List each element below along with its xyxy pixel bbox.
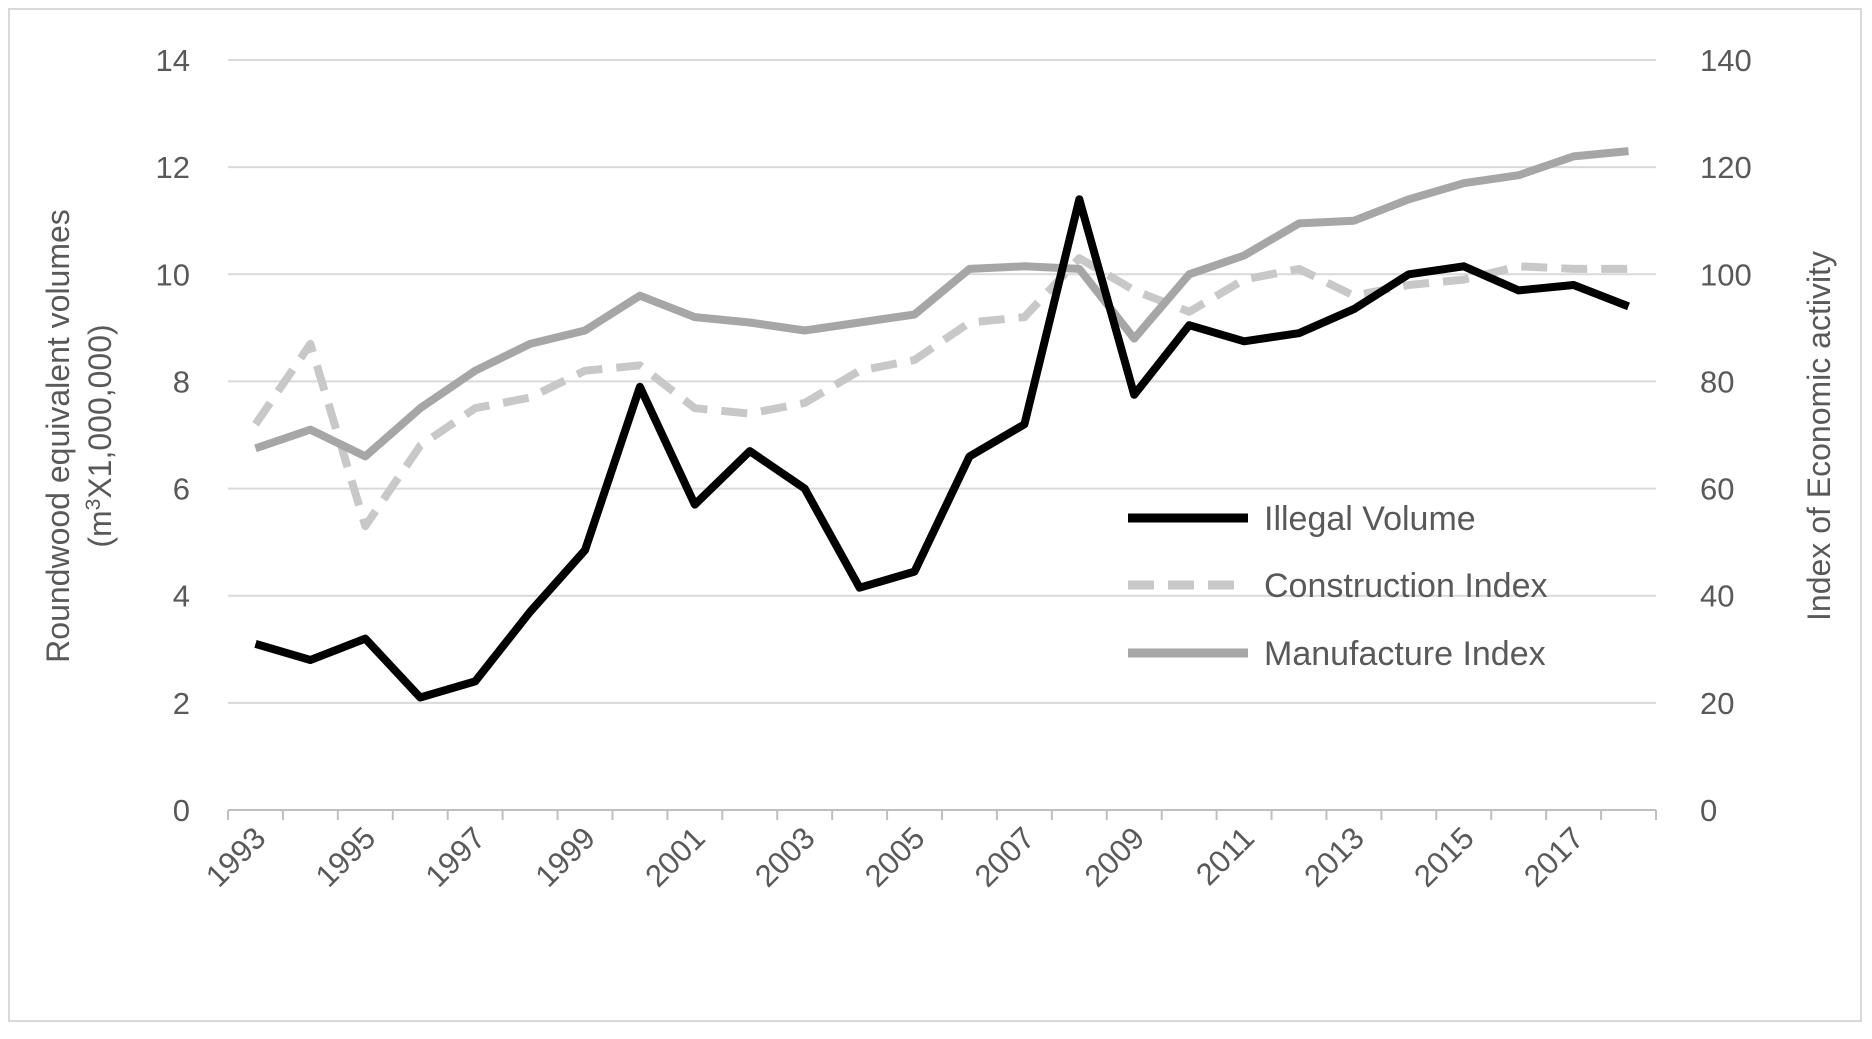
right-y-tick-100: 100 (1700, 257, 1752, 292)
x-tick-labels: 1993 1995 1997 1999 2001 2003 2005 2007 2009 2011… (199, 820, 1591, 894)
x-tick-label-1993: 1993 (199, 820, 273, 894)
x-tick-label-2003: 2003 (748, 820, 822, 894)
gridlines (228, 59, 1656, 704)
legend-label-construction-index: Construction Index (1264, 567, 1548, 605)
x-tick-label-1997: 1997 (419, 820, 493, 894)
x-tick-label-1999: 1999 (528, 820, 602, 894)
legend-label-manufacture-index: Manufacture Index (1264, 635, 1546, 673)
series-line-manufacture-index (254, 147, 1629, 461)
x-tick-label-2007: 2007 (968, 820, 1042, 894)
left-axis-title-line1: Roundwood equivalent volumes (40, 209, 76, 663)
right-y-tick-20: 20 (1700, 686, 1734, 721)
series-line-illegal-volume (254, 195, 1630, 702)
legend-label-illegal-volume: Illegal Volume (1264, 500, 1476, 538)
right-y-tick-140: 140 (1700, 43, 1752, 78)
x-tick-label-2009: 2009 (1078, 820, 1152, 894)
legend: Illegal Volume Construction Index Manufa… (1128, 500, 1548, 673)
x-tick-label-2017: 2017 (1517, 820, 1591, 894)
axes (227, 809, 1657, 820)
right-y-tick-80: 80 (1700, 364, 1734, 399)
left-y-tick-2: 2 (173, 686, 190, 721)
right-y-tick-120: 120 (1700, 150, 1752, 185)
right-y-tick-60: 60 (1700, 472, 1734, 507)
left-axis-title-line2: (m3X1,000,000) (82, 324, 119, 547)
x-tick-label-2001: 2001 (638, 820, 712, 894)
series-line-construction-index (252, 254, 1629, 531)
right-axis-title: Index of Economic activity (1801, 251, 1837, 621)
right-y-tick-0: 0 (1700, 793, 1717, 828)
left-y-tick-labels: 0 2 4 6 8 10 12 14 (156, 43, 190, 828)
left-axis-title-superscript: 3 (82, 499, 105, 511)
right-y-tick-labels: 0 20 40 60 80 100 120 140 (1700, 43, 1752, 828)
left-y-tick-10: 10 (156, 257, 190, 292)
left-y-tick-14: 14 (156, 43, 190, 78)
left-y-tick-6: 6 (173, 472, 190, 507)
left-y-tick-12: 12 (156, 150, 190, 185)
left-y-tick-8: 8 (173, 364, 190, 399)
left-axis-title-prefix: (m (82, 510, 118, 547)
x-tick-label-1995: 1995 (309, 820, 383, 894)
series-layer (252, 147, 1630, 702)
x-tick-label-2005: 2005 (858, 820, 932, 894)
x-tick-label-2013: 2013 (1297, 820, 1371, 894)
x-tick-label-2011: 2011 (1189, 820, 1261, 892)
left-axis-title-suffix: X1,000,000) (82, 324, 118, 498)
left-y-tick-0: 0 (173, 793, 190, 828)
right-y-tick-40: 40 (1700, 579, 1734, 614)
left-y-tick-4: 4 (173, 579, 190, 614)
x-tick-label-2015: 2015 (1407, 820, 1481, 894)
chart-frame (8, 8, 1862, 1022)
